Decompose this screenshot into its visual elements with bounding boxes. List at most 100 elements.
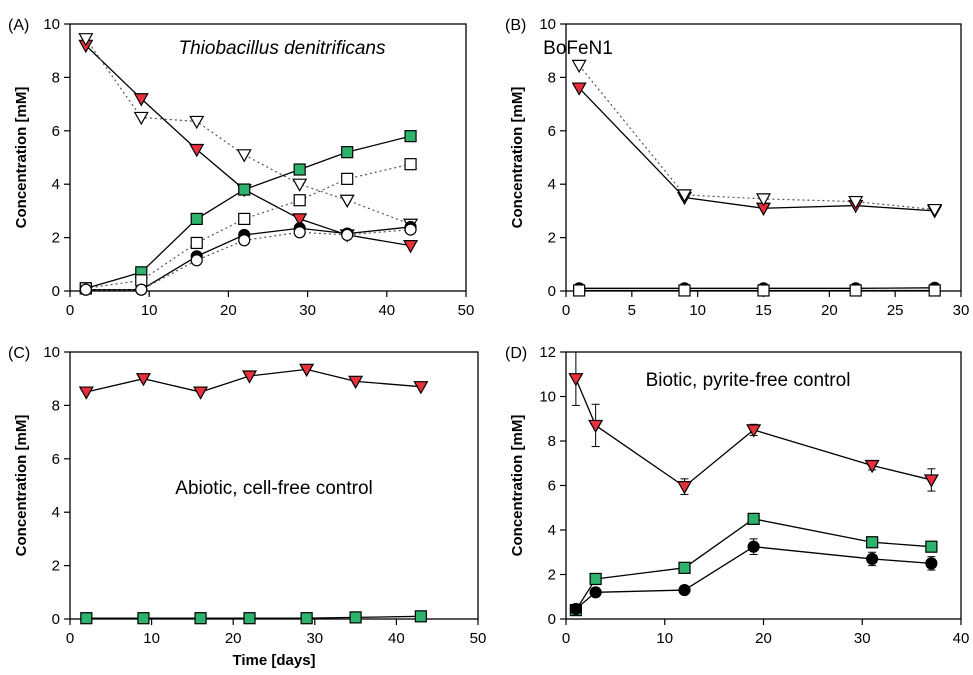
x-tick-label: 40 — [953, 630, 970, 647]
data-point — [341, 146, 354, 159]
series-b — [569, 512, 938, 617]
y-tick-label: 8 — [52, 397, 60, 414]
y-tick-label: 0 — [52, 283, 60, 300]
data-point — [676, 189, 693, 203]
x-tick-label: 30 — [306, 630, 323, 647]
series-a — [568, 351, 939, 495]
panel-title: Thiobacillus denitrificans — [179, 38, 386, 59]
data-point — [747, 540, 760, 553]
series-f — [79, 223, 417, 296]
data-point — [299, 363, 315, 378]
data-point — [133, 93, 149, 107]
y-tick-label: 8 — [548, 433, 556, 450]
x-tick-label: 50 — [470, 630, 487, 647]
x-tick-label: 40 — [388, 630, 405, 647]
data-point — [348, 375, 364, 390]
data-point — [292, 213, 308, 227]
data-point — [588, 419, 604, 434]
series-a — [78, 363, 429, 400]
x-tick-label: 0 — [66, 302, 74, 319]
data-point — [571, 59, 587, 74]
data-point — [133, 111, 149, 126]
x-tick-label: 20 — [755, 630, 772, 647]
y-tick-label: 6 — [548, 123, 556, 140]
y-axis-title: Concentration [mM] — [509, 415, 526, 557]
y-axis-title: Concentration [mM] — [13, 415, 30, 557]
series-line — [575, 518, 932, 611]
data-point — [755, 193, 772, 207]
data-point — [349, 611, 362, 624]
data-point — [189, 143, 205, 158]
y-tick-label: 2 — [52, 230, 60, 247]
data-point — [864, 459, 880, 474]
data-point — [80, 612, 93, 625]
data-point — [341, 172, 354, 185]
panel-title: BoFeN1 — [543, 38, 613, 59]
x-tick-label: 10 — [656, 630, 673, 647]
series-d — [573, 284, 941, 297]
panel-title: Abiotic, cell-free control — [175, 478, 372, 499]
plot-frame — [69, 23, 467, 292]
data-point — [925, 557, 938, 570]
series-line — [85, 163, 411, 289]
data-point — [238, 183, 251, 196]
series-c — [569, 538, 938, 616]
y-tick-label: 0 — [548, 611, 556, 628]
data-point — [137, 612, 150, 625]
data-point — [747, 512, 760, 525]
series-c — [79, 130, 417, 295]
panel-label: (C) — [8, 345, 30, 362]
data-point — [135, 283, 148, 296]
panel-label: (A) — [8, 17, 29, 34]
series-b — [571, 59, 943, 218]
y-tick-label: 6 — [52, 451, 60, 468]
data-point — [678, 583, 691, 597]
x-tick-label: 20 — [220, 302, 237, 319]
series-b — [80, 610, 427, 625]
y-tick-label: 4 — [52, 176, 60, 193]
series-line — [578, 87, 935, 212]
data-point — [413, 381, 429, 395]
y-tick-label: 6 — [52, 123, 60, 140]
data-point — [678, 561, 691, 574]
panel-a: 0 10 20 30 40 50 0 2 4 6 8 10 Concentration [mM] (A) T… — [8, 16, 474, 319]
x-tick-label: 30 — [854, 630, 871, 647]
data-point — [238, 212, 251, 226]
panel-title: Biotic, pyrite-free control — [646, 370, 851, 391]
x-tick-label: 15 — [755, 302, 772, 319]
data-point — [190, 236, 203, 250]
data-point — [746, 424, 762, 438]
data-point — [571, 82, 587, 96]
panel-d: 0 10 20 30 40 0 2 4 6 8 10 12 Concentration [mM] (D) B… — [505, 344, 969, 647]
data-point — [341, 228, 354, 242]
series-line — [575, 546, 932, 610]
series-line — [85, 135, 411, 289]
data-point — [190, 212, 203, 226]
data-point — [849, 284, 862, 297]
data-point — [190, 254, 203, 267]
data-point — [866, 536, 879, 549]
y-tick-label: 6 — [548, 478, 556, 495]
series-b — [78, 33, 419, 232]
series-d — [79, 158, 417, 295]
panel-c: 0 10 20 30 40 50 0 2 4 6 8 10 Concentration [mM] Time… — [8, 344, 486, 669]
x-tick-label: 10 — [689, 302, 706, 319]
series-c — [573, 281, 941, 295]
y-tick-label: 2 — [52, 558, 60, 575]
panel-label: (D) — [505, 345, 527, 362]
x-tick-label: 10 — [141, 302, 158, 319]
y-tick-label: 10 — [539, 16, 556, 33]
data-point — [678, 284, 691, 297]
y-tick-label: 10 — [539, 389, 556, 406]
x-tick-label: 30 — [299, 302, 316, 319]
y-tick-label: 2 — [548, 567, 556, 584]
data-point — [404, 158, 417, 171]
x-tick-label: 30 — [953, 302, 970, 319]
data-point — [568, 373, 584, 387]
y-tick-label: 8 — [548, 69, 556, 86]
series-line — [578, 65, 935, 211]
data-point — [589, 572, 602, 586]
data-point — [243, 612, 256, 625]
x-tick-label: 0 — [562, 302, 570, 319]
